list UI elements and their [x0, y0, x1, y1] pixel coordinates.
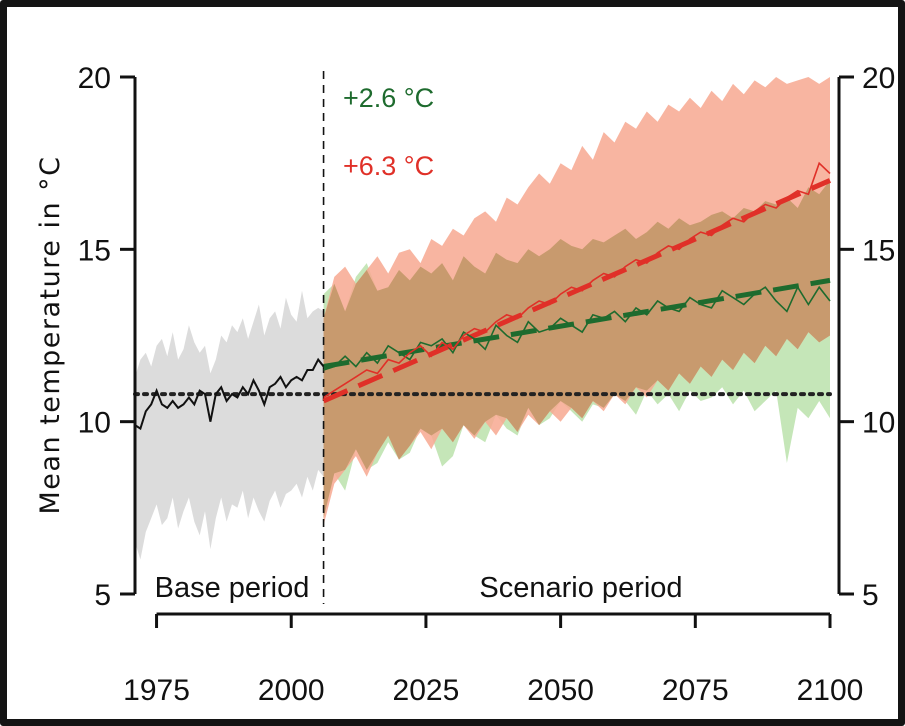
base-series-line [134, 357, 325, 431]
x-tick-label: 2050 [527, 674, 594, 707]
green-trend-line [323, 277, 831, 369]
y-axis-label: Mean temperature in °C [35, 156, 66, 515]
series-lines [134, 161, 831, 431]
left-y-tick-label: 5 [94, 579, 111, 612]
left-y-tick-label: 20 [78, 62, 111, 95]
left-y-tick-label: 10 [78, 407, 111, 440]
trend-lines [133, 71, 832, 604]
red-increase-annotation: +6.3 °C [343, 151, 434, 181]
x-tick-label: 2100 [797, 674, 864, 707]
red-series-line [323, 161, 831, 399]
green-series-line [323, 285, 831, 371]
right-y-tick-label: 10 [862, 407, 895, 440]
green-increase-annotation: +2.6 °C [343, 83, 434, 113]
x-tick-label: 1975 [123, 674, 190, 707]
x-tick-label: 2075 [662, 674, 729, 707]
right-y-tick-label: 15 [862, 234, 895, 267]
uncertainty-bands [135, 77, 830, 560]
scenario-period-label: Scenario period [479, 572, 682, 604]
axes: 5 5 10 10 15 15 20 20 1975 2000 2025 2050 2075 2100 [78, 62, 896, 707]
base-period-label: Base period [155, 572, 310, 604]
temperature-chart: 5 5 10 10 15 15 20 20 1975 2000 2025 2050 2075 2100 M… [35, 62, 896, 707]
overlap-band [323, 180, 830, 519]
right-y-tick-label: 20 [862, 62, 895, 95]
base-band [135, 290, 324, 560]
red-trend-line [322, 178, 831, 404]
x-tick-label: 2000 [258, 674, 325, 707]
right-y-tick-label: 5 [862, 579, 879, 612]
left-y-tick-label: 15 [78, 234, 111, 267]
x-tick-label: 2025 [393, 674, 460, 707]
